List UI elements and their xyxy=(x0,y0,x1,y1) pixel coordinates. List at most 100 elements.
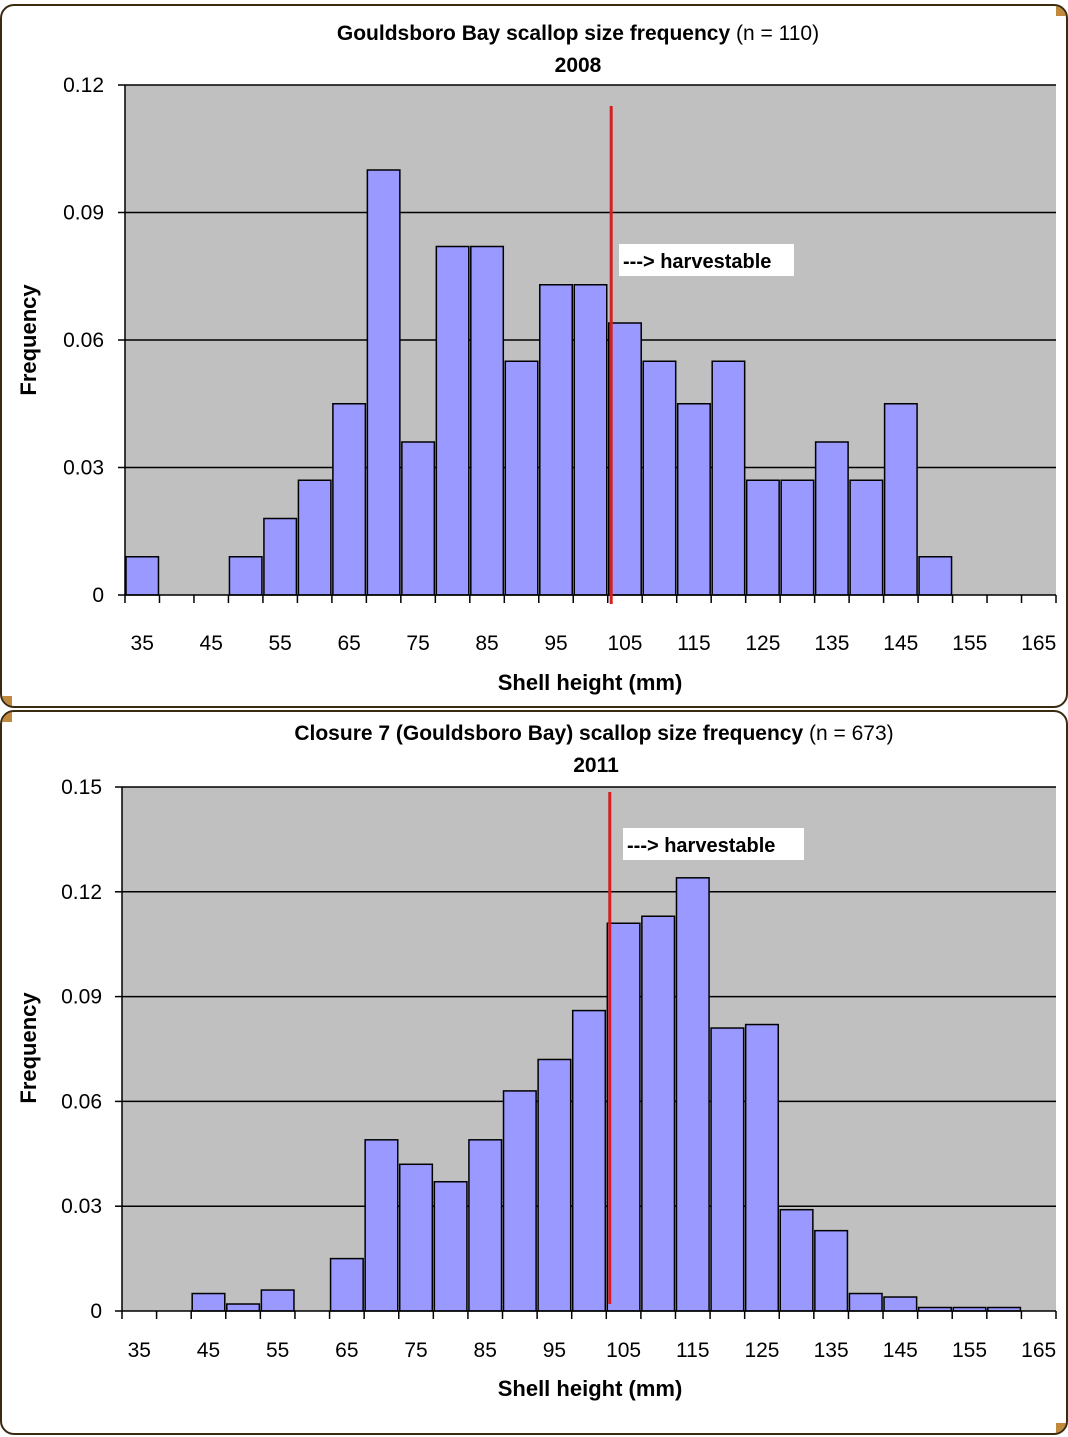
bar xyxy=(366,169,401,596)
bar xyxy=(228,556,263,596)
x-tick-label: 65 xyxy=(335,1339,358,1362)
chart-panel-2011: Closure 7 (Gouldsboro Bay) scallop size … xyxy=(0,710,1068,1435)
x-tick-label: 75 xyxy=(406,632,429,655)
x-tick-label: 55 xyxy=(266,1339,289,1362)
x-tick-label: 55 xyxy=(268,632,291,655)
bar xyxy=(883,403,918,596)
bar xyxy=(883,1296,918,1312)
bar xyxy=(711,360,746,596)
y-tick-label: 0 xyxy=(90,1300,102,1323)
annotation-box xyxy=(619,244,794,276)
x-tick-label: 65 xyxy=(337,632,360,655)
y-tick-label: 0.06 xyxy=(63,329,104,352)
x-tick-label: 165 xyxy=(1021,632,1056,655)
y-tick-label: 0.12 xyxy=(63,74,104,97)
x-tick-label: 115 xyxy=(676,1339,709,1362)
x-axis-label: Shell height (mm) xyxy=(498,1376,683,1401)
bar xyxy=(433,1180,468,1312)
bar xyxy=(642,360,677,596)
bar xyxy=(849,479,884,596)
bar xyxy=(607,322,642,596)
chart-subtitle: 2008 xyxy=(555,54,602,77)
bar xyxy=(539,284,574,596)
bar xyxy=(470,245,505,596)
bar xyxy=(398,1163,434,1312)
harvestable-annotation: ---> harvestable xyxy=(627,835,775,857)
bar xyxy=(263,517,298,596)
bar xyxy=(191,1292,226,1312)
y-tick-label: 0.15 xyxy=(61,776,102,799)
y-axis-label: Frequency xyxy=(16,284,41,396)
bar xyxy=(364,1139,399,1312)
y-axis: 0 0.03 0.06 0.09 0.12 0.15 xyxy=(61,776,123,1323)
bar xyxy=(260,1289,295,1312)
x-axis-label: Shell height (mm) xyxy=(498,670,683,695)
x-tick-label: 115 xyxy=(677,632,710,655)
bar xyxy=(329,1257,364,1312)
x-tick-label: 35 xyxy=(131,632,154,655)
x-axis: 35 45 55 65 75 85 95 105 115 125 135 145 155 165 xyxy=(121,1310,1057,1362)
y-tick-label: 0 xyxy=(92,584,104,607)
bar xyxy=(676,403,711,596)
frame-corner xyxy=(2,696,12,706)
bar xyxy=(571,1009,607,1312)
x-tick-label: 125 xyxy=(745,632,780,655)
bar xyxy=(641,915,676,1312)
chart-title: Closure 7 (Gouldsboro Bay) scallop size … xyxy=(294,722,893,745)
bar xyxy=(226,1303,261,1312)
x-tick-label: 85 xyxy=(475,632,498,655)
x-axis: 35 45 55 65 75 85 95 105 115 125 135 145 155 165 xyxy=(124,594,1057,655)
chart-title: Gouldsboro Bay scallop size frequency (n… xyxy=(337,22,819,45)
x-tick-label: 75 xyxy=(404,1339,427,1362)
x-tick-label: 45 xyxy=(200,632,223,655)
chart-2008: Gouldsboro Bay scallop size frequency (n… xyxy=(16,22,1057,695)
y-axis: 0 0.03 0.06 0.09 0.12 xyxy=(63,74,126,607)
bar xyxy=(814,441,849,596)
bar xyxy=(504,360,539,596)
x-tick-label: 135 xyxy=(814,632,849,655)
y-tick-label: 0.03 xyxy=(63,457,104,480)
y-axis-label: Frequency xyxy=(16,992,41,1104)
x-tick-label: 95 xyxy=(543,1339,566,1362)
chart-subtitle: 2011 xyxy=(573,754,619,777)
bar xyxy=(779,1208,814,1312)
bar xyxy=(502,1090,537,1312)
bar xyxy=(745,479,780,596)
bar xyxy=(780,479,815,596)
bar xyxy=(468,1139,503,1312)
harvestable-annotation: ---> harvestable xyxy=(623,251,771,273)
annotation-box xyxy=(623,828,804,860)
x-tick-label: 155 xyxy=(952,632,987,655)
bar xyxy=(125,556,160,596)
bar xyxy=(573,284,608,596)
y-tick-label: 0.12 xyxy=(61,881,102,904)
bar xyxy=(435,245,470,596)
bar xyxy=(744,1023,780,1312)
y-tick-label: 0.03 xyxy=(61,1195,102,1218)
bar xyxy=(918,556,953,596)
x-tick-label: 105 xyxy=(607,632,642,655)
x-tick-label: 105 xyxy=(606,1339,641,1362)
bar xyxy=(814,1229,849,1312)
y-tick-label: 0.09 xyxy=(63,202,104,225)
x-tick-label: 35 xyxy=(128,1339,151,1362)
x-tick-label: 145 xyxy=(883,1339,918,1362)
bar xyxy=(537,1058,572,1312)
x-tick-label: 45 xyxy=(197,1339,220,1362)
bar xyxy=(401,441,436,596)
y-tick-label: 0.06 xyxy=(61,1090,102,1113)
y-tick-label: 0.09 xyxy=(61,986,102,1009)
x-tick-label: 95 xyxy=(544,632,567,655)
x-tick-label: 165 xyxy=(1021,1339,1056,1362)
x-tick-label: 155 xyxy=(952,1339,987,1362)
bar xyxy=(675,877,710,1312)
bar xyxy=(710,1027,745,1312)
bars xyxy=(125,169,953,596)
x-tick-label: 125 xyxy=(744,1339,779,1362)
x-tick-label: 85 xyxy=(474,1339,497,1362)
x-tick-label: 135 xyxy=(814,1339,849,1362)
bar xyxy=(848,1292,883,1312)
frame-corner xyxy=(1056,6,1066,16)
bars xyxy=(191,877,1022,1312)
chart-2011: Closure 7 (Gouldsboro Bay) scallop size … xyxy=(16,722,1057,1401)
